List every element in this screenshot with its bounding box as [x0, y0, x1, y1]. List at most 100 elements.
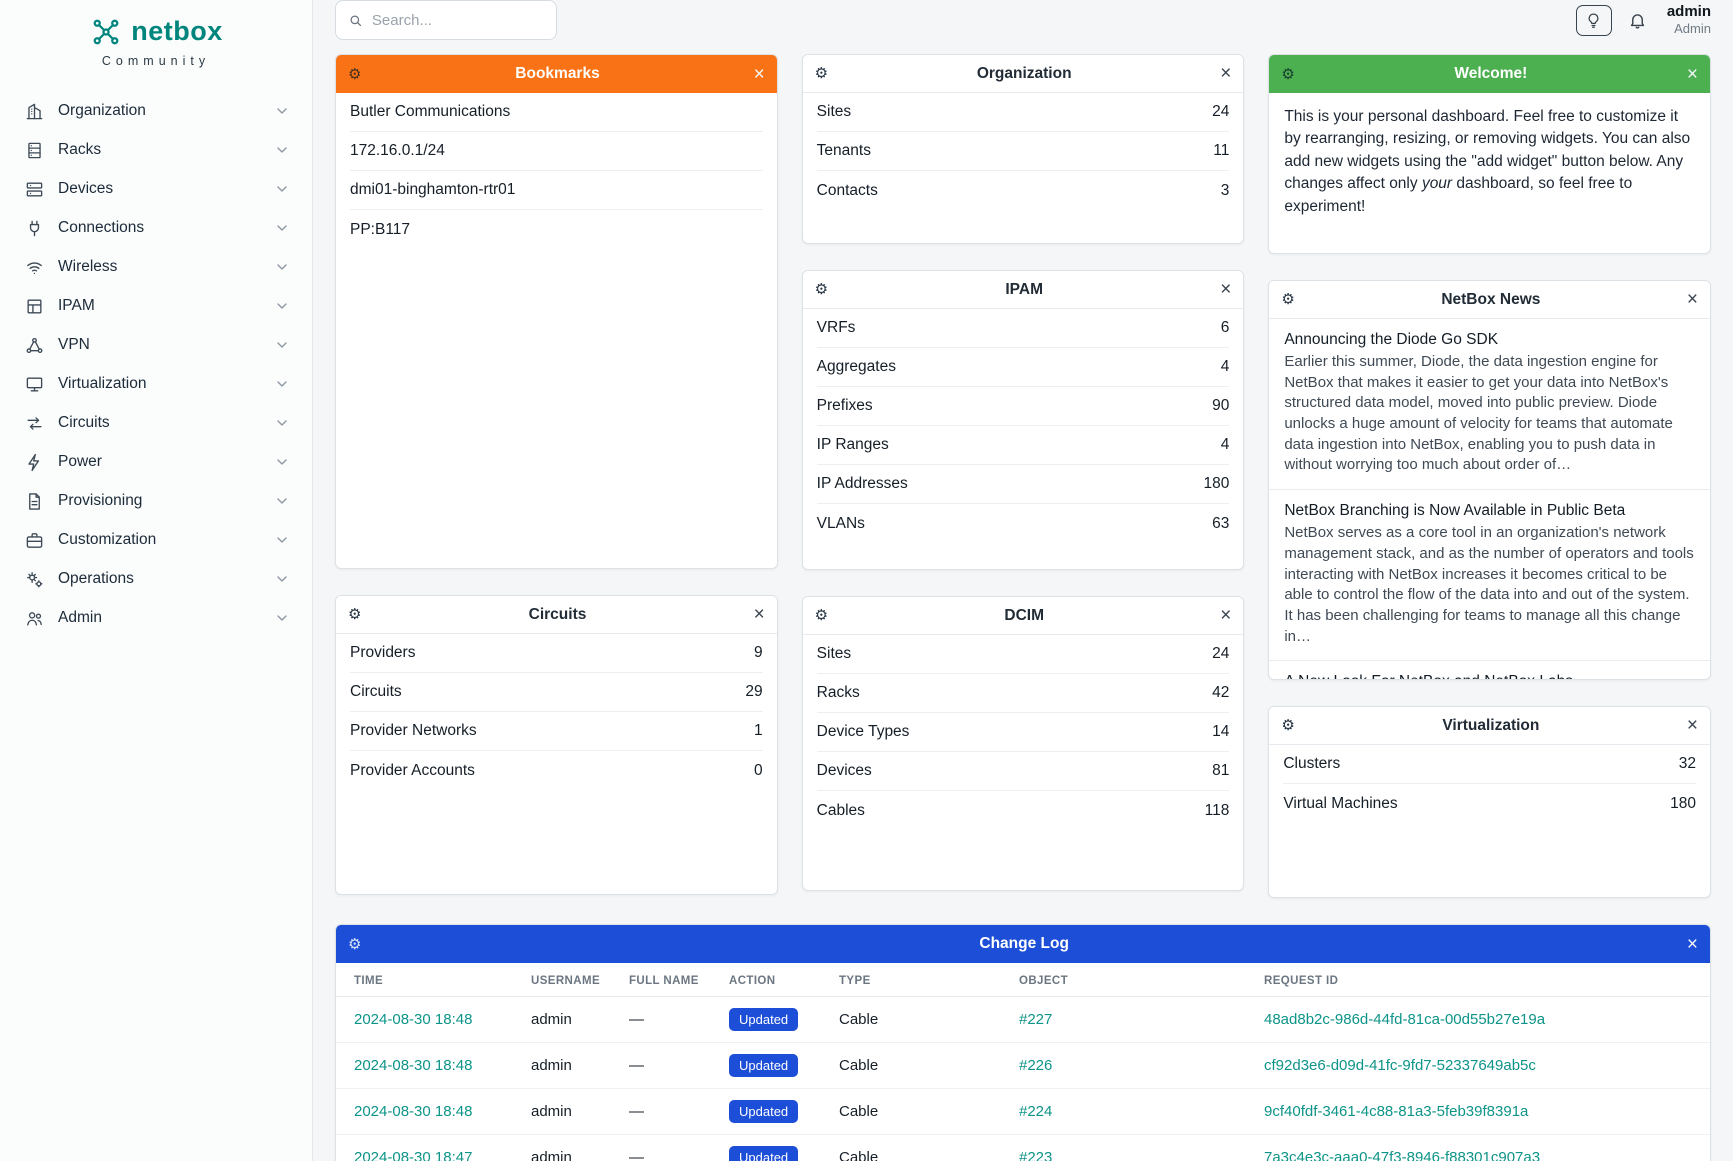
- stat-label[interactable]: VRFs: [816, 319, 856, 336]
- action-badge: Updated: [729, 1008, 799, 1031]
- notifications-button[interactable]: [1624, 7, 1651, 34]
- user-menu[interactable]: admin Admin: [1663, 3, 1711, 37]
- change-log-time-link[interactable]: 2024-08-30 18:48: [354, 1057, 473, 1074]
- stat-label[interactable]: Providers: [350, 644, 416, 661]
- chevron-down-icon: [274, 376, 290, 392]
- stat-label[interactable]: Device Types: [816, 723, 910, 740]
- stat-label[interactable]: Prefixes: [816, 397, 873, 414]
- news-item-title[interactable]: NetBox Branching is Now Available in Pub…: [1284, 502, 1626, 520]
- stat-label[interactable]: Provider Accounts: [350, 761, 475, 779]
- sidebar-item[interactable]: Circuits: [0, 404, 312, 443]
- widget-config-icon[interactable]: ⚙: [1281, 65, 1295, 83]
- change-log-time-link[interactable]: 2024-08-30 18:48: [354, 1103, 473, 1120]
- news-item-title[interactable]: A New Look For NetBox and NetBox Labs: [1284, 673, 1695, 679]
- stat-label[interactable]: IP Ranges: [816, 436, 889, 453]
- stat-label[interactable]: Devices: [816, 762, 872, 779]
- widget-config-icon[interactable]: ⚙: [348, 935, 362, 953]
- sidebar-item[interactable]: IPAM: [0, 287, 312, 326]
- sidebar-item[interactable]: Connections: [0, 209, 312, 248]
- theme-toggle-button[interactable]: [1575, 4, 1612, 36]
- stat-label[interactable]: Circuits: [350, 683, 402, 700]
- chevron-down-icon: [274, 259, 290, 275]
- stat-value: 4: [1220, 358, 1230, 375]
- change-log-request-id-link[interactable]: cf92d3e6-d09d-41fc-9fd7-52337649ab5c: [1264, 1057, 1536, 1074]
- close-icon[interactable]: ×: [1220, 279, 1232, 300]
- stat-label[interactable]: VLANs: [816, 514, 865, 532]
- stat-label[interactable]: Racks: [816, 684, 860, 701]
- sidebar-item[interactable]: Admin: [0, 599, 312, 638]
- welcome-text-part2: dashboard, so feel free to experiment!: [1284, 175, 1633, 215]
- sidebar-item-label: Wireless: [58, 258, 118, 275]
- sidebar-item[interactable]: VPN: [0, 326, 312, 365]
- widget-config-icon[interactable]: ⚙: [814, 607, 829, 624]
- sidebar-item[interactable]: Racks: [0, 131, 312, 170]
- ipam-widget: ⚙ IPAM × VRFs 6 Aggregates 4: [801, 270, 1245, 570]
- stat-label[interactable]: Aggregates: [816, 358, 896, 375]
- change-log-time-link[interactable]: 2024-08-30 18:48: [354, 1011, 473, 1028]
- sidebar-item[interactable]: Organization: [0, 92, 312, 131]
- sidebar-item[interactable]: Power: [0, 443, 312, 482]
- stat-label[interactable]: Sites: [816, 645, 852, 662]
- bookmark-link[interactable]: 172.16.0.1/24: [350, 132, 763, 171]
- stat-label[interactable]: Contacts: [816, 181, 878, 199]
- sidebar-item[interactable]: Devices: [0, 170, 312, 209]
- bookmark-link[interactable]: Butler Communications: [350, 93, 763, 132]
- stat-label[interactable]: Cables: [816, 801, 865, 819]
- sidebar-item-icon: [24, 570, 44, 589]
- sidebar-item[interactable]: Customization: [0, 521, 312, 560]
- close-icon[interactable]: ×: [1686, 715, 1699, 736]
- chevron-down-icon: [274, 103, 290, 119]
- stat-row: Tenants 11: [816, 132, 1230, 171]
- widget-config-icon[interactable]: ⚙: [814, 281, 829, 298]
- close-icon[interactable]: ×: [1220, 605, 1232, 626]
- bookmark-link[interactable]: dmi01-binghamton-rtr01: [350, 171, 763, 210]
- change-log-request-id-link[interactable]: 9cf40fdf-3461-4c88-81a3-5feb39f8391a: [1264, 1103, 1529, 1120]
- widget-config-icon[interactable]: ⚙: [348, 65, 362, 83]
- widget-config-icon[interactable]: ⚙: [814, 65, 829, 82]
- close-icon[interactable]: ×: [1686, 63, 1699, 85]
- bookmark-link[interactable]: PP:B117: [350, 220, 411, 238]
- sidebar-item-icon: [24, 141, 44, 160]
- close-icon[interactable]: ×: [753, 63, 765, 85]
- stat-row: VRFs 6: [816, 309, 1230, 348]
- change-log-object-link[interactable]: #227: [1019, 1011, 1053, 1028]
- stat-label[interactable]: Provider Networks: [350, 722, 477, 739]
- sidebar-item-icon: [24, 297, 44, 316]
- change-log-request-id-link[interactable]: 48ad8b2c-986d-44fd-81ca-00d55b27e19a: [1264, 1011, 1546, 1028]
- welcome-text-part1: This is your personal dashboard. Feel fr…: [1284, 108, 1691, 193]
- stat-label[interactable]: Clusters: [1283, 755, 1341, 772]
- chevron-down-icon: [274, 532, 290, 548]
- stat-value: 24: [1212, 645, 1230, 662]
- netbox-logo-icon: [93, 19, 119, 44]
- stat-label[interactable]: Virtual Machines: [1283, 794, 1398, 812]
- brand[interactable]: netbox Community: [0, 10, 312, 78]
- news-item-title[interactable]: Announcing the Diode Go SDK: [1284, 331, 1499, 348]
- change-log-object-link[interactable]: #223: [1019, 1149, 1053, 1161]
- widget-config-icon[interactable]: ⚙: [1281, 717, 1295, 734]
- change-log-request-id-link[interactable]: 7a3c4e3c-aaa0-47f3-8946-f88301c907a3: [1264, 1149, 1541, 1161]
- change-log-object-link[interactable]: #224: [1019, 1103, 1053, 1120]
- sidebar-item-label: IPAM: [58, 297, 95, 314]
- widget-config-icon[interactable]: ⚙: [348, 606, 362, 623]
- sidebar-item-label: Circuits: [58, 414, 110, 431]
- sidebar-item[interactable]: Wireless: [0, 248, 312, 287]
- sidebar-item[interactable]: Provisioning: [0, 482, 312, 521]
- stat-label[interactable]: Tenants: [816, 142, 871, 159]
- widget-config-icon[interactable]: ⚙: [1281, 291, 1295, 308]
- sidebar-item[interactable]: Virtualization: [0, 365, 312, 404]
- stat-value: 24: [1212, 103, 1230, 120]
- chevron-down-icon: [274, 298, 290, 314]
- chevron-down-icon: [274, 142, 290, 158]
- search-input[interactable]: [371, 11, 544, 29]
- sidebar-item[interactable]: Operations: [0, 560, 312, 599]
- news-item: A New Look For NetBox and NetBox Labs: [1269, 661, 1710, 679]
- close-icon[interactable]: ×: [1220, 63, 1232, 84]
- close-icon[interactable]: ×: [753, 604, 765, 625]
- close-icon[interactable]: ×: [1686, 933, 1698, 955]
- close-icon[interactable]: ×: [1686, 289, 1699, 310]
- change-log-object-link[interactable]: #226: [1019, 1057, 1053, 1074]
- change-log-time-link[interactable]: 2024-08-30 18:47: [354, 1149, 473, 1161]
- stat-label[interactable]: IP Addresses: [816, 475, 908, 492]
- stat-label[interactable]: Sites: [816, 103, 852, 120]
- chevron-down-icon: [274, 454, 290, 470]
